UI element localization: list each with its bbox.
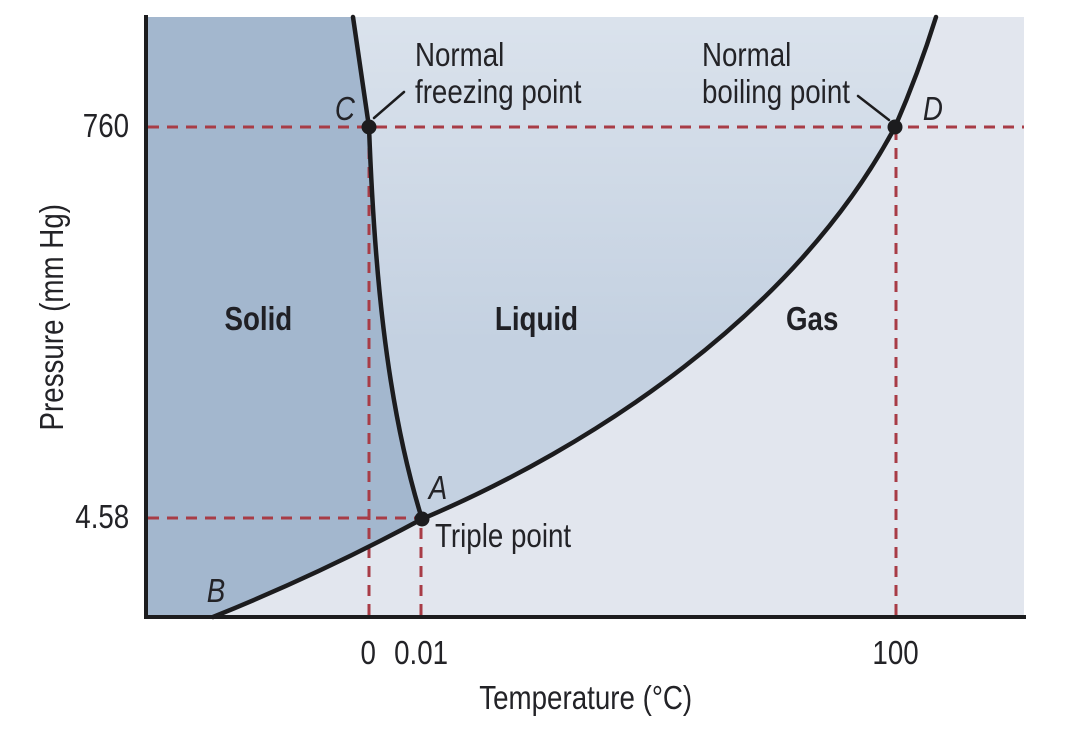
leader-lines (372, 90, 891, 122)
guide-lines (148, 125, 1024, 615)
solid-region-label: Solid (224, 300, 292, 337)
sublimation-curve (210, 516, 425, 620)
y-axis-label: Pressure (mm Hg) (33, 203, 70, 431)
solid-region-fill (146, 17, 422, 617)
gas-region-label: Gas (785, 300, 839, 337)
x-tick-100: 100 (872, 634, 920, 671)
x-tick-0: 0 (360, 634, 376, 671)
y-tick-4-58: 4.58 (75, 498, 129, 535)
y-tick-760: 760 (82, 107, 129, 144)
normal-boiling-point-annotation: Normal boiling point (702, 36, 850, 110)
fusion-curve (350, 14, 425, 522)
x-tick-0-01: 0.01 (394, 634, 448, 671)
point-d-dot (887, 119, 903, 135)
point-c-dot (361, 119, 377, 135)
point-b-label: B (206, 572, 226, 609)
normal-freezing-point-annotation: Normal freezing point (415, 36, 582, 110)
liquid-region-highlight (353, 17, 936, 519)
point-a-dot (414, 511, 430, 527)
point-c-label: C (334, 90, 356, 127)
vaporization-curve (419, 14, 939, 522)
liquid-region-label: Liquid (494, 300, 578, 337)
boiling-leader-line (856, 94, 891, 122)
triple-point-annotation: Triple point (435, 517, 572, 554)
axis-lines (144, 15, 1026, 619)
freezing-leader-line (372, 90, 406, 120)
x-axis-label: Temperature (°C) (479, 679, 693, 716)
phase-boundaries (210, 14, 939, 620)
point-d-label: D (922, 90, 944, 127)
point-a-label: A (428, 469, 448, 506)
